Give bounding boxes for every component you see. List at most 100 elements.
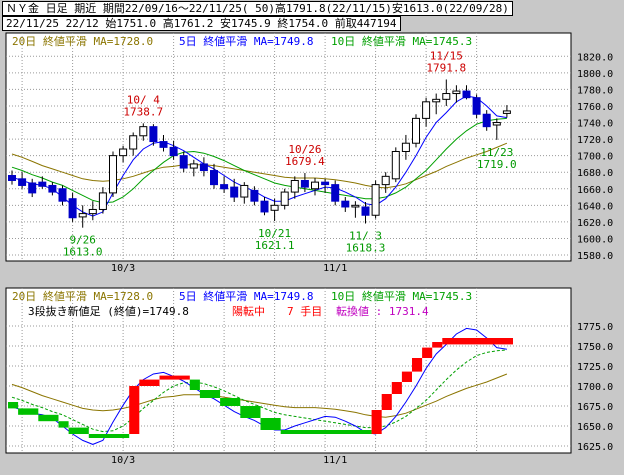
price-panel-y-tick-label: 1660.0 xyxy=(577,185,613,196)
candle-body xyxy=(139,126,148,137)
annotation-value: 1613.0 xyxy=(63,246,103,259)
candle-body xyxy=(482,113,491,128)
break-block-down xyxy=(189,379,200,390)
break-panel-legend-entry: 20日 終値平滑 MA=1728.0 xyxy=(12,289,153,303)
price-panel-legend-entry: 5日 終値平滑 MA=1749.8 xyxy=(179,34,313,48)
candle-body xyxy=(472,97,481,115)
candle-body xyxy=(280,191,289,206)
annotation-value: 1679.4 xyxy=(285,155,325,168)
candle-body xyxy=(199,163,208,172)
header-title: ＮＹ金 日足 期近 期間22/09/16～22/11/25( 50)高1791.… xyxy=(2,1,513,16)
annotation-date: 10/ 4 xyxy=(127,93,160,106)
candle-body xyxy=(462,90,471,99)
candle-body xyxy=(28,182,37,194)
annotation-date: 11/ 3 xyxy=(349,230,382,243)
candle-body xyxy=(331,184,340,202)
annotation-date: 9/26 xyxy=(69,234,96,247)
candle-body xyxy=(189,163,198,169)
candle-body xyxy=(48,184,57,193)
candle-body xyxy=(371,184,380,216)
candle-body xyxy=(492,122,501,126)
break-block-up xyxy=(422,347,433,358)
candle-body xyxy=(250,189,259,202)
candle-body xyxy=(351,204,360,208)
ma5-line xyxy=(11,95,507,217)
break-block-down xyxy=(68,427,89,434)
candle-body xyxy=(220,184,229,190)
annotation-date: 10/21 xyxy=(258,227,291,240)
annotation-date: 10/26 xyxy=(288,143,321,156)
break-panel-y-tick-label: 1625.0 xyxy=(577,442,613,453)
price-panel-x-tick-label: 10/3 xyxy=(111,263,135,274)
candle-body xyxy=(401,142,410,153)
break-info-count: 7 手目 xyxy=(287,304,322,318)
candle-body xyxy=(290,179,299,193)
candle-body xyxy=(311,181,319,190)
break-block-up xyxy=(412,358,423,372)
candle-body xyxy=(38,181,47,187)
candle-body xyxy=(68,198,77,219)
break-panel-y-tick-label: 1675.0 xyxy=(577,402,613,413)
break-block-down xyxy=(38,414,59,422)
break-block-down xyxy=(240,406,261,418)
break-info-reversal: 転換値 : 1731.4 xyxy=(336,305,429,318)
candle-body xyxy=(381,175,390,186)
candle-body xyxy=(169,146,178,157)
break-block-up xyxy=(432,342,443,348)
break-panel-y-tick-label: 1750.0 xyxy=(577,342,613,353)
price-panel-y-tick-label: 1600.0 xyxy=(577,234,613,245)
candle-body xyxy=(88,208,97,215)
annotation-value: 1738.7 xyxy=(123,105,163,118)
price-panel-legend-entry: 20日 終値平滑 MA=1728.0 xyxy=(12,34,153,48)
candle-body xyxy=(98,192,107,210)
candle-body xyxy=(412,117,420,144)
break-panel-y-tick-label: 1725.0 xyxy=(577,362,613,373)
price-panel-y-tick-label: 1620.0 xyxy=(577,218,613,229)
candle-body xyxy=(230,186,239,198)
candle-body xyxy=(109,155,117,194)
candle-body xyxy=(119,148,128,157)
break-ma20-line xyxy=(11,373,508,418)
break-panel-x-tick-label: 10/3 xyxy=(111,455,135,466)
candle-body xyxy=(270,204,279,211)
price-panel-y-tick-label: 1780.0 xyxy=(577,85,613,96)
ma20-line xyxy=(11,142,508,189)
break-block-down xyxy=(280,430,372,434)
candle-body xyxy=(210,170,218,186)
candle-body xyxy=(321,181,330,186)
price-panel-legend-entry: 10日 終値平滑 MA=1745.3 xyxy=(331,34,472,48)
header-line-2: 22/11/25 22/12 始1751.0 高1761.2 安1745.9 終… xyxy=(2,16,624,31)
break-block-up xyxy=(129,386,140,434)
candle-body xyxy=(422,101,431,119)
annotation-date: 11/23 xyxy=(480,146,513,159)
break-block-down xyxy=(220,398,241,406)
candle-body xyxy=(502,110,511,114)
candle-body xyxy=(391,151,400,180)
candle-body xyxy=(361,206,370,216)
header-ohlc: 22/11/25 22/12 始1751.0 高1761.2 安1745.9 終… xyxy=(2,16,401,31)
annotation-value: 1791.8 xyxy=(426,61,466,74)
break-info-state: 陽転中 xyxy=(232,305,265,318)
price-panel-y-tick-label: 1800.0 xyxy=(577,69,613,80)
price-panel-x-tick-label: 11/1 xyxy=(323,263,347,274)
annotation-value: 1618.3 xyxy=(346,242,386,255)
ma10-line xyxy=(11,117,507,204)
candle-body xyxy=(18,178,27,186)
break-block-down xyxy=(260,418,281,430)
candle-body xyxy=(8,175,16,181)
annotation-value: 1719.0 xyxy=(477,158,517,171)
price-panel-y-tick-label: 1760.0 xyxy=(577,102,613,113)
break-block-down xyxy=(199,390,221,398)
break-block-down xyxy=(88,434,130,438)
break-block-down xyxy=(58,421,69,428)
break-block-up xyxy=(442,338,513,345)
annotation-date: 11/15 xyxy=(430,49,463,62)
break-block-up xyxy=(159,375,190,380)
annotation-value: 1621.1 xyxy=(255,239,295,252)
price-panel-y-tick-label: 1640.0 xyxy=(577,201,613,212)
break-block-up xyxy=(391,382,402,394)
candle-body xyxy=(159,141,168,148)
candle-body xyxy=(341,200,350,208)
candle-body xyxy=(442,93,451,100)
candle-body xyxy=(149,126,158,143)
